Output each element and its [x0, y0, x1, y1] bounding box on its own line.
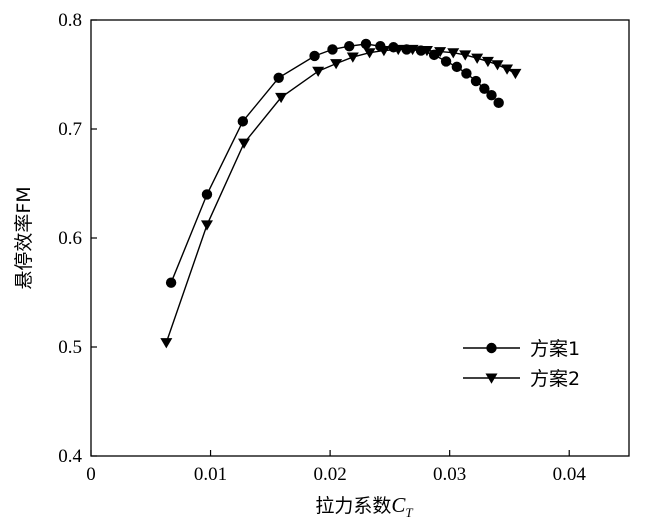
x-tick-label: 0.04: [553, 464, 587, 485]
y-tick-label: 0.7: [58, 119, 82, 140]
x-tick-label: 0.03: [433, 464, 466, 485]
triangle-marker: [447, 48, 460, 59]
x-tick-label: 0.01: [194, 464, 227, 485]
y-tick-label: 0.8: [58, 10, 82, 31]
circle-marker: [237, 116, 249, 127]
legend-item: 方案1: [463, 338, 580, 360]
y-axis-title: 悬停效率FM: [13, 186, 35, 289]
triangle-marker: [434, 47, 447, 58]
x-axis-title: 拉力系数CT: [315, 493, 413, 520]
series-line: [170, 43, 500, 283]
triangle-marker: [377, 46, 390, 57]
circle-marker: [486, 90, 497, 101]
circle-marker: [451, 61, 463, 73]
circle-marker: [273, 72, 284, 83]
triangle-marker: [275, 92, 288, 104]
circle-marker: [360, 38, 372, 50]
legend-marker: [485, 373, 498, 384]
series-layer: [160, 38, 522, 349]
y-tick-label: 0.5: [58, 337, 82, 358]
series-2: [160, 44, 522, 349]
x-tick-label: 0: [86, 464, 96, 485]
circle-marker: [309, 50, 320, 62]
axis-ticks: 0 0.01 0.02 0.03 0.04 0.4 0.5 0.6 0.7 0.8: [58, 10, 586, 485]
triangle-marker: [392, 44, 405, 56]
y-tick-label: 0.4: [58, 446, 82, 467]
triangle-marker: [160, 338, 173, 349]
triangle-marker: [509, 68, 522, 80]
circle-marker: [428, 49, 440, 61]
circle-marker: [479, 83, 490, 94]
series-line: [165, 48, 516, 343]
circle-marker: [327, 44, 338, 55]
x-axis-symbol: C: [391, 493, 406, 517]
legend-marker: [486, 342, 497, 354]
triangle-marker: [363, 48, 376, 59]
circle-marker: [165, 277, 177, 288]
triangle-marker: [238, 138, 251, 149]
y-tick-label: 0.6: [58, 228, 82, 249]
plot-frame: [90, 19, 630, 457]
circle-marker: [440, 56, 452, 67]
triangle-marker: [501, 64, 514, 75]
x-axis-title-text: 拉力系数: [315, 495, 391, 517]
triangle-marker: [471, 53, 484, 64]
circle-marker: [344, 40, 355, 52]
x-tick-label: 0.02: [313, 464, 346, 485]
circle-marker: [201, 189, 213, 200]
legend-label: 方案2: [530, 368, 580, 390]
x-axis-subscript: T: [405, 505, 413, 520]
triangle-marker: [346, 52, 359, 63]
triangle-marker: [406, 44, 419, 56]
circle-marker: [461, 68, 472, 79]
triangle-marker: [420, 46, 433, 57]
triangle-marker: [459, 50, 472, 61]
triangle-marker: [200, 220, 213, 231]
legend-item: 方案2: [463, 368, 580, 390]
circle-marker: [470, 75, 482, 87]
triangle-marker: [330, 59, 343, 70]
triangle-marker: [481, 56, 494, 68]
triangle-marker: [491, 60, 504, 71]
legend-label: 方案1: [530, 338, 580, 360]
series-1: [165, 38, 504, 288]
circle-marker: [493, 97, 504, 109]
triangle-marker: [312, 66, 325, 77]
